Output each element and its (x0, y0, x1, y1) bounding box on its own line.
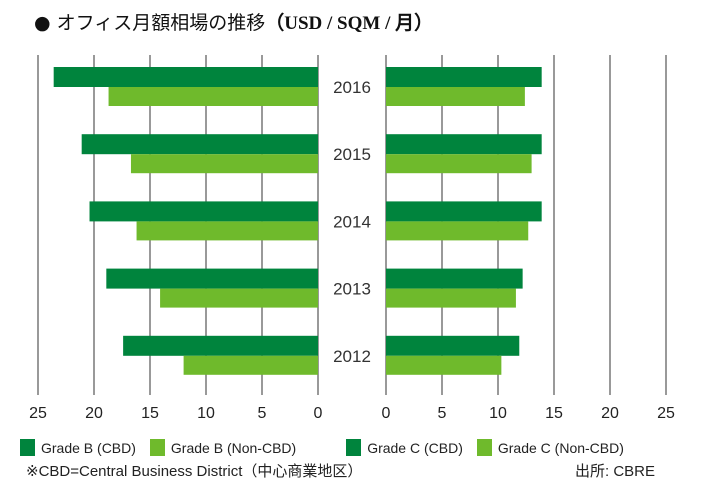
legend-item: Grade B (Non-CBD) (149, 439, 297, 456)
legend-label: Grade C (CBD) (367, 439, 463, 456)
tick-label: 15 (141, 405, 159, 422)
legend: Grade B (CBD) Grade B (Non-CBD) Grade C (C… (20, 439, 624, 456)
tick-label: 20 (601, 405, 619, 422)
legend-label: Grade C (Non-CBD) (497, 439, 624, 456)
tick-label: 5 (438, 405, 447, 422)
bar-grade-b-cbd (53, 67, 319, 87)
tick-label: 25 (29, 405, 47, 422)
tick-label: 10 (489, 405, 507, 422)
footnote: ※CBD=Central Business District（中心商業地区） (26, 463, 363, 480)
tick-label: 15 (545, 405, 563, 422)
legend-item: Grade C (Non-CBD) (476, 439, 624, 456)
bar-grade-c-non-cbd (386, 221, 529, 241)
tick-label: 0 (382, 405, 391, 422)
tick-label: 20 (85, 405, 103, 422)
bar-grade-b-cbd (81, 134, 319, 155)
tick-label: 0 (314, 405, 323, 422)
chart-title: ● オフィス月額相場の推移（USD / SQM / 月） (34, 8, 433, 35)
legend-item: Grade C (CBD) (346, 439, 463, 456)
legend-label: Grade B (Non-CBD) (170, 439, 297, 456)
bar-grade-b-non-cbd (108, 87, 318, 106)
bar-grade-c-cbd (386, 268, 523, 289)
bar-grade-c-cbd (386, 134, 542, 155)
bar-grade-c-non-cbd (386, 355, 502, 375)
year-label: 2015 (333, 145, 371, 164)
title-text: ● オフィス月額相場の推移 (34, 12, 266, 34)
tick-label: 25 (657, 405, 675, 422)
bar-grade-b-non-cbd (183, 355, 318, 375)
tick-label: 10 (197, 405, 215, 422)
bar-grade-c-cbd (386, 67, 542, 87)
legend-item: Grade B (CBD) (20, 439, 136, 456)
legend-swatch (476, 439, 492, 456)
legend-swatch (20, 439, 35, 456)
bar-grade-b-cbd (89, 201, 319, 222)
legend-swatch (149, 439, 165, 456)
bar-grade-b-cbd (123, 335, 319, 356)
bar-grade-c-non-cbd (386, 87, 525, 106)
source: 出所: CBRE (575, 463, 656, 480)
year-label: 2014 (333, 212, 371, 231)
legend-swatch (346, 439, 362, 456)
bar-grade-c-non-cbd (386, 154, 532, 174)
year-label: 2013 (333, 280, 371, 299)
bar-grade-b-non-cbd (160, 288, 318, 308)
bar-grade-b-non-cbd (136, 221, 318, 241)
tick-label: 5 (258, 405, 267, 422)
bar-grade-c-cbd (386, 335, 520, 356)
year-label: 2016 (333, 78, 371, 97)
legend-label: Grade B (CBD) (41, 439, 136, 456)
bar-grade-b-cbd (106, 268, 318, 289)
bar-grade-c-cbd (386, 201, 542, 222)
year-label: 2012 (333, 347, 371, 366)
unit-text: （USD / SQM / 月） (265, 13, 434, 34)
bar-grade-b-non-cbd (130, 154, 318, 174)
bar-grade-c-non-cbd (386, 288, 516, 308)
